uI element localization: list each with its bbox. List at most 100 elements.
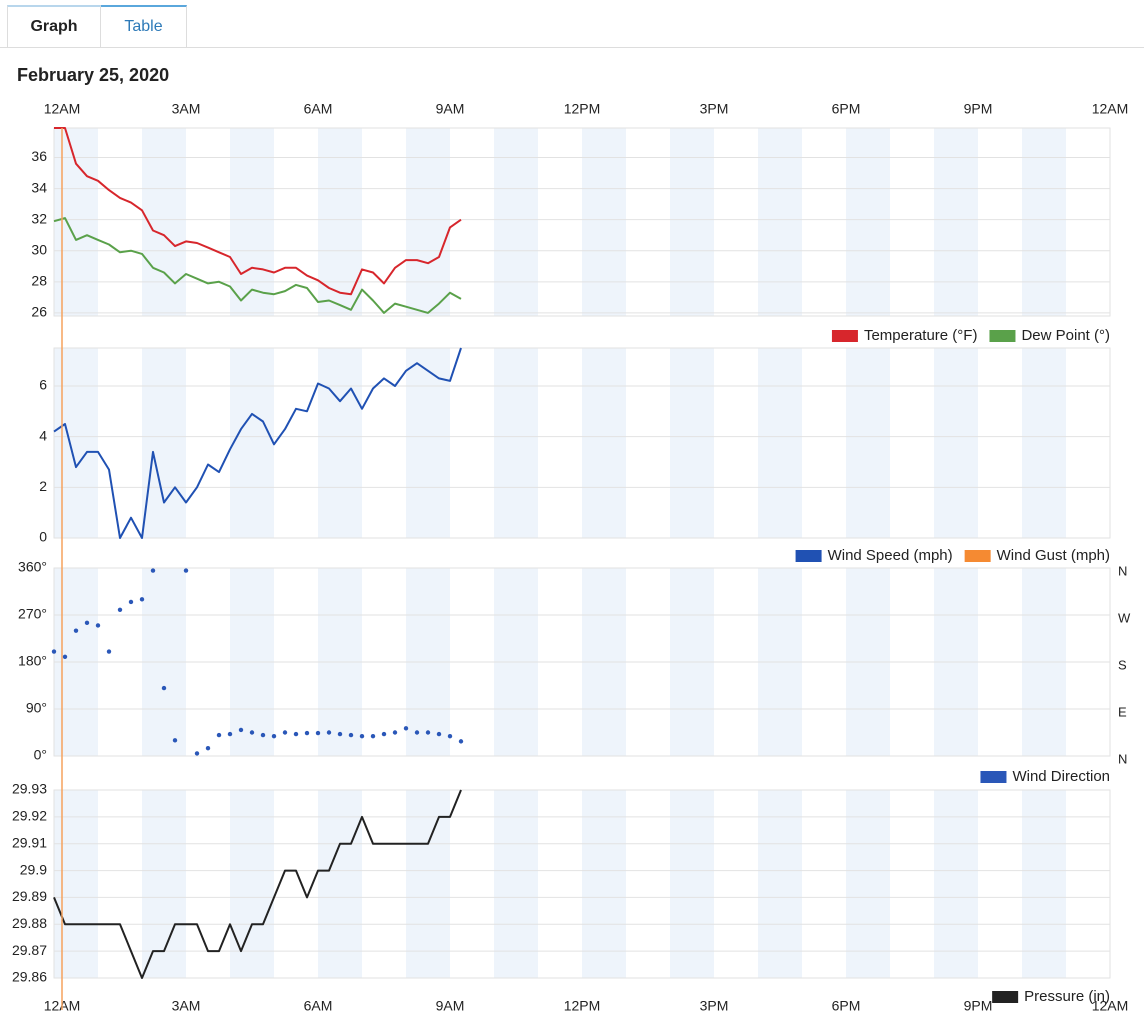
hour-band	[758, 790, 802, 978]
legend-swatch	[992, 991, 1019, 1003]
tab-graph[interactable]: Graph	[7, 5, 101, 47]
y-tick-label: 26	[31, 304, 47, 320]
y-tick-label: 360°	[18, 559, 47, 575]
hour-band	[758, 128, 802, 316]
tab-table[interactable]: Table	[101, 5, 187, 47]
x-tick-label: 12AM	[1092, 101, 1129, 117]
y-tick-label: 270°	[18, 606, 47, 622]
hour-band	[670, 790, 714, 978]
x-tick-label: 9PM	[964, 998, 993, 1014]
direction-dot	[260, 732, 266, 738]
series-line	[54, 127, 462, 296]
direction-dot	[381, 731, 387, 737]
direction-dot	[183, 568, 189, 573]
x-tick-label: 9AM	[436, 101, 465, 117]
tab-divider	[0, 47, 1144, 48]
y-tick-label: 29.89	[12, 888, 47, 904]
hour-band	[54, 790, 98, 978]
hour-band	[494, 128, 538, 316]
direction-dot	[216, 732, 222, 738]
direction-dot	[194, 751, 200, 756]
direction-dot	[359, 733, 365, 739]
series-line	[53, 347, 462, 539]
hour-band	[934, 128, 978, 316]
hour-band	[846, 128, 890, 316]
hour-band	[54, 348, 98, 538]
hour-band	[582, 348, 626, 538]
direction-dot	[293, 731, 299, 737]
direction-dot	[150, 568, 156, 573]
hour-band	[758, 348, 802, 538]
y-tick-label: 29.9	[20, 861, 47, 877]
direction-dot	[106, 649, 112, 654]
x-tick-label: 12PM	[564, 998, 601, 1014]
x-tick-label: 12AM	[1092, 998, 1129, 1014]
legend-label: Pressure (in)	[1024, 988, 1110, 1005]
y-tick-label: 29.93	[12, 781, 47, 797]
hour-band	[846, 348, 890, 538]
hour-band	[230, 348, 274, 538]
hour-band	[406, 348, 450, 538]
y-tick-label: 29.86	[12, 969, 47, 985]
x-tick-label: 3AM	[172, 998, 201, 1014]
direction-dot	[205, 745, 211, 751]
hour-band	[670, 128, 714, 316]
hour-band	[846, 790, 890, 978]
direction-dot	[128, 599, 134, 605]
y-tick-label: 32	[31, 210, 47, 226]
legend-label: Wind Gust (mph)	[997, 547, 1110, 564]
hour-band	[934, 790, 978, 978]
direction-dot	[73, 628, 79, 633]
hour-band	[494, 790, 538, 978]
y-tick-label: 0	[39, 529, 47, 545]
hour-band	[670, 348, 714, 538]
direction-dot	[458, 739, 464, 744]
direction-dot	[403, 726, 409, 731]
direction-dot	[117, 607, 123, 612]
direction-dot	[62, 654, 68, 659]
hour-band	[1022, 790, 1066, 978]
legend-swatch	[795, 550, 822, 562]
legend-swatch	[964, 550, 991, 562]
legend-swatch	[989, 330, 1016, 342]
direction-dot	[172, 738, 178, 743]
y-tick-label: 6	[39, 377, 47, 393]
x-tick-label: 3AM	[172, 101, 201, 117]
hour-band	[582, 790, 626, 978]
y2-tick-label: W	[1118, 610, 1131, 625]
direction-dot	[161, 685, 167, 691]
x-tick-label: 9PM	[964, 101, 993, 117]
y2-tick-label: S	[1118, 657, 1127, 672]
direction-dot	[436, 731, 442, 737]
hour-band	[318, 128, 362, 316]
direction-dot	[304, 730, 310, 736]
x-tick-label: 3PM	[700, 998, 729, 1014]
series-line	[53, 789, 462, 979]
hour-band	[54, 128, 98, 316]
y-tick-label: 180°	[18, 653, 47, 669]
x-tick-label: 6PM	[832, 101, 861, 117]
direction-dot	[447, 733, 453, 739]
x-tick-label: 12AM	[44, 101, 81, 117]
legend-label: Wind Speed (mph)	[828, 547, 953, 564]
legend-swatch	[980, 771, 1007, 783]
direction-dot	[315, 730, 321, 736]
direction-dot	[227, 731, 233, 737]
direction-dot	[348, 732, 354, 738]
hour-band	[230, 790, 274, 978]
page-title: February 25, 2020	[17, 65, 169, 85]
direction-dot	[370, 733, 376, 739]
x-tick-label: 6AM	[304, 101, 333, 117]
x-tick-label: 3PM	[700, 101, 729, 117]
y-tick-label: 29.92	[12, 808, 47, 824]
panel-frame	[53, 127, 1111, 317]
legend-swatch	[831, 330, 858, 342]
direction-dot	[392, 730, 398, 735]
series-line	[53, 217, 462, 314]
hour-band	[318, 790, 362, 978]
y-tick-label: 36	[31, 148, 47, 164]
y-tick-label: 29.87	[12, 942, 47, 958]
y2-tick-label: N	[1118, 751, 1127, 766]
